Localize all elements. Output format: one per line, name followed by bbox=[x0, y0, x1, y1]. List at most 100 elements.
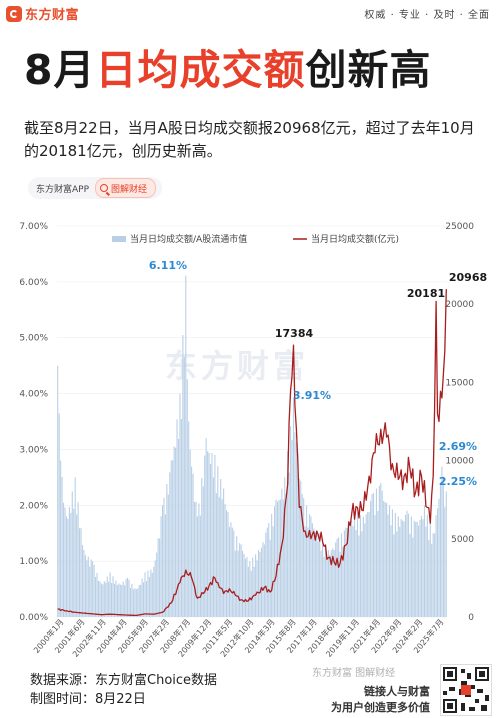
bar bbox=[87, 556, 89, 617]
bar bbox=[291, 440, 293, 617]
bar bbox=[118, 583, 120, 617]
bar bbox=[244, 558, 246, 617]
qr-code-icon[interactable] bbox=[440, 664, 492, 716]
bar bbox=[220, 479, 222, 617]
data-label: 17384 bbox=[275, 327, 314, 340]
bar bbox=[80, 528, 82, 617]
bar bbox=[300, 480, 302, 617]
series-line bbox=[57, 289, 447, 617]
bar bbox=[124, 585, 126, 617]
bar bbox=[227, 512, 229, 617]
bar bbox=[239, 543, 241, 617]
bar bbox=[439, 482, 441, 617]
legend-label-line: 当月日均成交额(亿元) bbox=[311, 233, 399, 245]
bar bbox=[134, 588, 136, 617]
bar bbox=[282, 499, 284, 617]
bar bbox=[380, 482, 382, 617]
bar bbox=[89, 566, 91, 617]
bar bbox=[351, 520, 353, 617]
bar bbox=[294, 432, 296, 617]
tab-active[interactable]: 图解财经 bbox=[95, 178, 157, 198]
bar bbox=[407, 513, 409, 617]
bar bbox=[332, 548, 334, 617]
bar bbox=[81, 545, 84, 617]
bar bbox=[153, 566, 155, 617]
bar bbox=[384, 502, 386, 617]
bar bbox=[371, 494, 373, 617]
bar bbox=[359, 514, 361, 617]
bar bbox=[285, 493, 287, 617]
bar bbox=[323, 556, 325, 617]
y-left-tick-label: 1.00% bbox=[19, 557, 48, 567]
bar bbox=[278, 500, 280, 617]
bar bbox=[290, 426, 292, 617]
title-part-3: 创新高 bbox=[305, 46, 432, 94]
bar bbox=[375, 488, 377, 617]
bar bbox=[180, 419, 182, 617]
bar bbox=[298, 478, 300, 617]
y-right-tick-label: 20000 bbox=[445, 300, 474, 310]
y-right-tick-label: 5000 bbox=[451, 535, 474, 545]
y-left-tick-label: 5.00% bbox=[19, 334, 48, 344]
y-left-tick-label: 4.00% bbox=[19, 390, 48, 400]
bar bbox=[105, 582, 107, 617]
bar bbox=[169, 472, 171, 617]
bar bbox=[193, 501, 196, 617]
bar bbox=[429, 523, 431, 617]
bar bbox=[221, 499, 223, 617]
bar bbox=[141, 578, 143, 617]
bar bbox=[247, 566, 249, 617]
bar bbox=[348, 529, 350, 617]
bar bbox=[108, 581, 110, 617]
bar bbox=[137, 588, 139, 617]
page-title: 8月日均成交额创新高 bbox=[24, 44, 432, 96]
tab-app[interactable]: 东方财富APP bbox=[36, 184, 90, 195]
bar bbox=[386, 503, 388, 617]
bar bbox=[378, 485, 380, 617]
bar bbox=[365, 514, 367, 617]
bar bbox=[188, 421, 190, 617]
bar bbox=[138, 584, 140, 617]
bar bbox=[202, 486, 204, 617]
bar bbox=[77, 502, 79, 617]
tab-bar: 东方财富APP 图解财经 bbox=[28, 177, 163, 199]
bar bbox=[390, 525, 392, 617]
bar bbox=[208, 452, 210, 617]
bar bbox=[231, 527, 233, 617]
bar bbox=[233, 530, 235, 617]
bar bbox=[58, 413, 60, 617]
bar bbox=[225, 510, 228, 617]
bar bbox=[281, 488, 283, 617]
bar bbox=[106, 576, 108, 617]
bar bbox=[349, 526, 351, 617]
bar bbox=[340, 533, 343, 617]
bar bbox=[326, 557, 328, 617]
bar bbox=[144, 572, 146, 617]
source-text: 数据来源：东方财富Choice数据 bbox=[30, 673, 218, 688]
bar bbox=[268, 523, 270, 617]
y-right-tick-label: 0 bbox=[468, 613, 474, 623]
bar bbox=[147, 570, 149, 617]
footer-slogan: 链接人与财富 为用户创造更多价值 bbox=[312, 684, 430, 716]
bar bbox=[335, 542, 337, 617]
bar bbox=[145, 581, 148, 617]
title-part-1: 8月 bbox=[24, 46, 96, 94]
bar bbox=[186, 379, 188, 617]
bar bbox=[316, 530, 318, 617]
bar bbox=[441, 466, 443, 617]
bar bbox=[172, 460, 174, 617]
bar bbox=[412, 537, 414, 617]
footer-brand-watermark: 东方财富 图解财经 bbox=[312, 668, 396, 679]
bar bbox=[423, 505, 425, 617]
bar bbox=[436, 508, 439, 617]
bar bbox=[356, 512, 359, 617]
bar bbox=[207, 451, 209, 617]
bar bbox=[99, 581, 101, 617]
bar bbox=[368, 512, 370, 617]
y-left-tick-label: 3.00% bbox=[19, 445, 48, 455]
bar bbox=[116, 585, 118, 617]
bar bbox=[237, 550, 239, 617]
bar bbox=[97, 580, 100, 617]
y-left-tick-label: 2.00% bbox=[19, 501, 48, 511]
bar bbox=[240, 544, 242, 617]
